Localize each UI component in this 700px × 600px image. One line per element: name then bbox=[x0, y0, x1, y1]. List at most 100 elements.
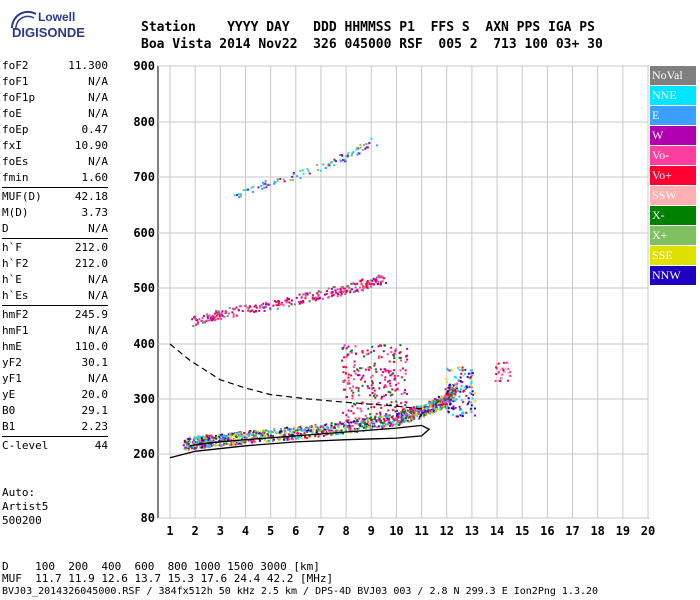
second-hop-point bbox=[339, 291, 342, 294]
third-hop-point bbox=[277, 178, 280, 181]
spread-f-point bbox=[353, 360, 356, 363]
third-hop-point bbox=[356, 153, 359, 156]
cusp-point bbox=[459, 388, 462, 391]
param-value: N/A bbox=[88, 75, 108, 88]
o-trace-point bbox=[295, 429, 298, 432]
second-hop-point bbox=[368, 283, 371, 286]
o-trace-point bbox=[397, 415, 400, 418]
o-trace-point bbox=[223, 438, 226, 441]
o-trace-point bbox=[189, 440, 192, 443]
o-trace-point bbox=[204, 440, 207, 443]
second-hop-point bbox=[304, 292, 307, 295]
o-trace-point bbox=[228, 443, 231, 446]
spread-f-point bbox=[403, 391, 406, 394]
cusp-point bbox=[461, 415, 464, 418]
o-trace-point bbox=[451, 391, 454, 394]
second-hop-point bbox=[339, 294, 342, 297]
o-trace-point bbox=[430, 401, 433, 404]
x-tick-label: 3 bbox=[217, 524, 224, 538]
o-trace-point bbox=[278, 438, 281, 441]
third-hop-point bbox=[247, 188, 250, 191]
footer-muf-row: MUF 11.7 11.9 12.6 13.7 15.3 17.6 24.4 4… bbox=[2, 572, 334, 585]
o-trace-point bbox=[314, 425, 317, 428]
o-trace-point bbox=[443, 400, 446, 403]
o-trace-point bbox=[263, 433, 266, 436]
second-hop-point bbox=[339, 289, 342, 292]
y-tick-label: 900 bbox=[133, 59, 155, 73]
o-trace-point bbox=[203, 445, 206, 448]
o-trace-point bbox=[259, 430, 262, 433]
spread-f-point bbox=[352, 385, 355, 388]
spread-f-point bbox=[350, 351, 353, 354]
second-hop-point bbox=[234, 308, 237, 311]
second-hop-point bbox=[286, 297, 289, 300]
o-trace-point bbox=[408, 410, 411, 413]
o-trace-point bbox=[187, 443, 190, 446]
cusp-point bbox=[454, 388, 457, 391]
spread-f-point bbox=[361, 420, 364, 423]
legend-item-ssw: SSW bbox=[650, 186, 696, 205]
second-hop-point bbox=[288, 305, 291, 308]
o-trace-point bbox=[427, 402, 430, 405]
second-hop-point bbox=[348, 286, 351, 289]
second-hop-point bbox=[227, 312, 230, 315]
o-trace-point bbox=[284, 430, 287, 433]
spread-f-point bbox=[397, 382, 400, 385]
second-hop-point bbox=[254, 310, 257, 313]
second-hop-point bbox=[259, 305, 262, 308]
spread-f-point bbox=[373, 362, 376, 365]
o-trace-point bbox=[337, 423, 340, 426]
o-trace-point bbox=[434, 402, 437, 405]
second-hop-point bbox=[309, 291, 312, 294]
third-hop-point bbox=[273, 180, 276, 183]
o-trace-point bbox=[419, 414, 422, 417]
cusp-point bbox=[468, 376, 471, 379]
third-hop-point bbox=[264, 182, 267, 185]
cusp-point bbox=[450, 368, 453, 371]
o-trace-point bbox=[423, 413, 426, 416]
second-hop-point bbox=[311, 296, 314, 299]
spread-f-point bbox=[348, 387, 351, 390]
o-trace-point bbox=[235, 436, 238, 439]
o-trace-point bbox=[208, 434, 211, 437]
legend-item-vo: Vo- bbox=[650, 146, 696, 165]
second-hop-point bbox=[370, 282, 373, 285]
o-trace-point bbox=[216, 436, 219, 439]
o-trace-point bbox=[356, 420, 359, 423]
o-trace-point bbox=[334, 426, 337, 429]
o-trace-point bbox=[324, 428, 327, 431]
spread-f-point bbox=[371, 392, 374, 395]
o-trace-point bbox=[417, 410, 420, 413]
third-hop-point bbox=[245, 188, 248, 191]
o-trace-point bbox=[344, 429, 347, 432]
spread-f-point bbox=[354, 403, 357, 406]
o-trace-point bbox=[238, 436, 241, 439]
spread-f-point bbox=[366, 385, 369, 388]
o-trace-point bbox=[335, 429, 338, 432]
o-trace-point bbox=[232, 443, 235, 446]
o-trace-point bbox=[231, 432, 234, 435]
o-trace-point bbox=[422, 415, 425, 418]
spread-f-point bbox=[368, 394, 371, 397]
isolated-echo-point bbox=[509, 374, 512, 377]
o-trace-point bbox=[410, 411, 413, 414]
legend-item-vo: Vo+ bbox=[650, 166, 696, 185]
o-trace-point bbox=[429, 405, 432, 408]
third-hop-point bbox=[282, 178, 285, 181]
o-trace-point bbox=[239, 431, 242, 434]
spread-f-point bbox=[389, 382, 392, 385]
o-trace-point bbox=[240, 441, 243, 444]
o-trace-point bbox=[279, 436, 282, 439]
spread-f-point bbox=[396, 409, 399, 412]
o-trace-point bbox=[394, 424, 397, 427]
third-hop-point bbox=[264, 180, 267, 183]
spread-f-point bbox=[374, 396, 377, 399]
spread-f-point bbox=[355, 386, 358, 389]
param-row: yF1 N/A bbox=[2, 371, 108, 387]
third-hop-point bbox=[356, 146, 359, 149]
second-hop-point bbox=[351, 288, 354, 291]
second-hop-point bbox=[226, 315, 229, 318]
isolated-echo-point bbox=[496, 379, 499, 382]
spread-f-point bbox=[350, 389, 353, 392]
o-trace-point bbox=[280, 430, 283, 433]
